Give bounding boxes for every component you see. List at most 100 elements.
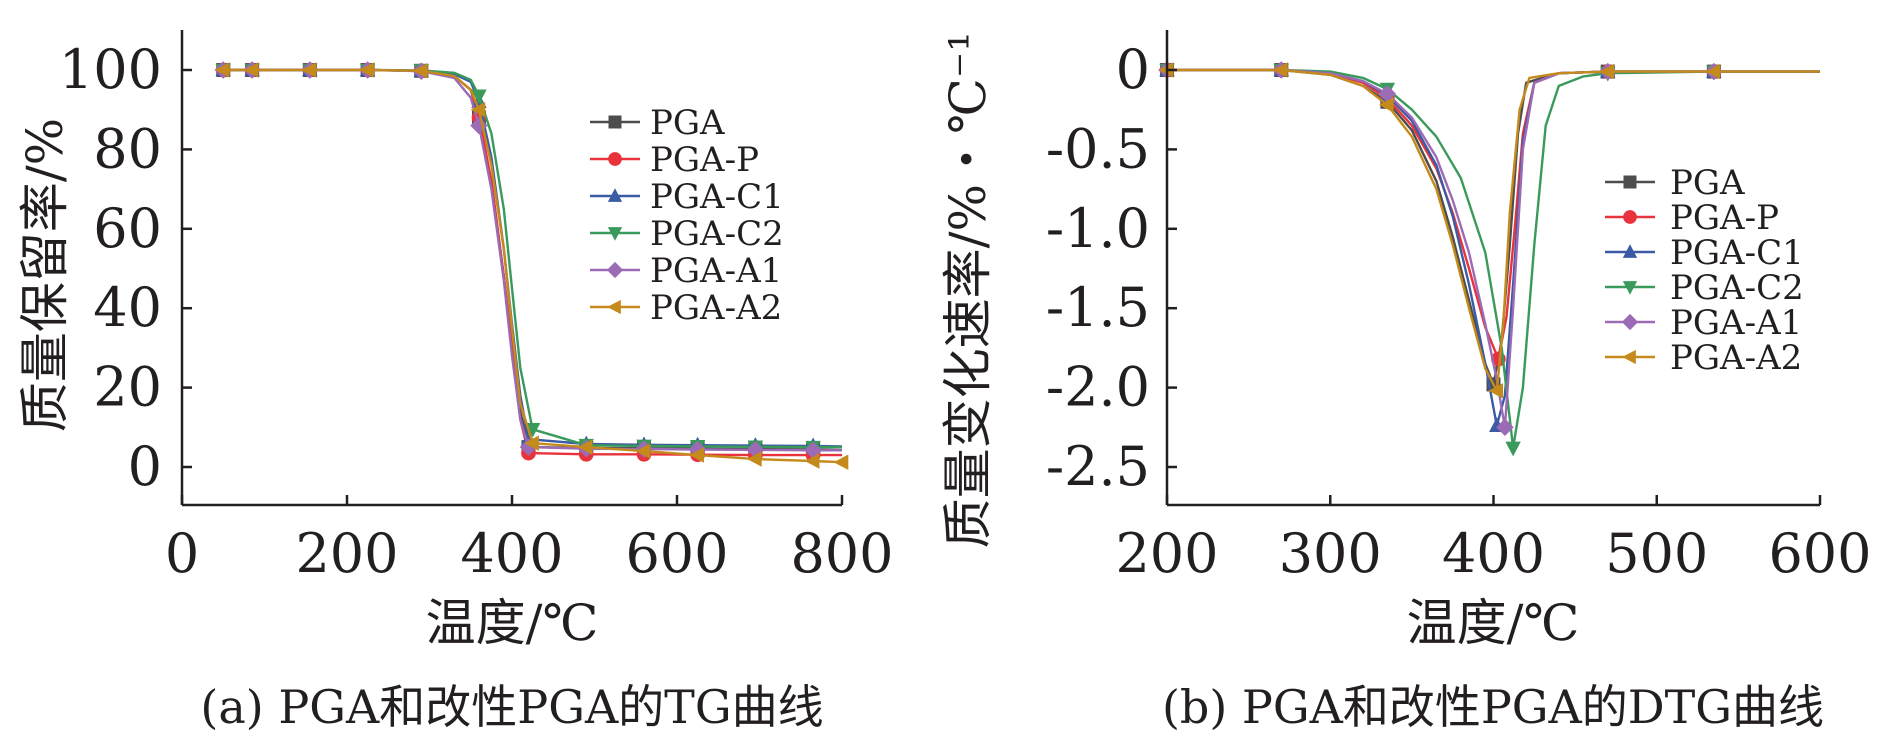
legend-marker [607,299,621,315]
x-tick-label: 200 [1115,522,1218,585]
legend-item: PGA-P [1605,198,1779,238]
legend-marker [606,261,624,279]
data-point [635,443,651,459]
data-point [470,102,486,118]
legend-marker [1622,281,1638,295]
x-tick-label: 0 [165,522,199,585]
data-point [1496,418,1514,437]
legend-item: PGA-A1 [590,251,782,291]
legend-marker [1623,175,1637,189]
legend-label: PGA-C1 [1670,233,1804,273]
data-point [746,451,762,467]
legend-label: PGA-P [650,140,759,180]
legend-item: PGA-C2 [1605,268,1804,308]
x-tick-label: 500 [1605,522,1708,585]
data-point [1378,85,1397,103]
dtg-x-ticks: 200 300 400 500 600 [1115,495,1872,585]
x-tick-label: 200 [295,522,398,585]
legend-marker [607,188,623,202]
legend-marker [1622,244,1638,258]
tg-y-ticks: 0 20 40 60 80 100 [59,38,192,498]
series-pga-a2 [214,62,849,470]
data-point [1488,383,1504,399]
x-tick-label: 800 [790,522,893,585]
data-point [804,453,820,469]
legend-item: PGA-C2 [590,214,784,254]
y-tick-label: -2.5 [1046,435,1150,498]
data-point [1272,62,1288,78]
legend-marker [1622,349,1636,365]
tg-plot-area [214,61,849,470]
data-point [689,447,704,463]
legend-item: PGA [1605,163,1745,203]
x-tick-label: 600 [1768,522,1871,585]
legend-item: PGA-A2 [1605,338,1802,378]
tg-y-axis-label: 质量保留率/% [16,118,74,432]
data-point [524,422,541,438]
legend-label: PGA-C2 [1670,268,1804,308]
dtg-x-axis-label: 温度/℃ [1407,594,1580,652]
dtg-y-ticks: 0 -0.5 -1.0 -1.5 -2.0 -2.5 [1046,38,1177,498]
legend-marker [1623,210,1637,224]
y-tick-label: -1.0 [1046,197,1150,260]
y-tick-label: 0 [1116,38,1150,101]
dtg-y-axis-label: 质量变化速率/%・℃⁻¹ [939,32,997,549]
legend-label: PGA-C2 [650,214,784,254]
legend-label: PGA-A1 [1670,303,1802,343]
y-tick-label: -2.0 [1046,356,1150,419]
x-tick-label: 300 [1279,522,1382,585]
y-tick-label: 40 [93,276,162,339]
panel-dtg-chart: 200 300 400 500 600 0 -0.5 -1.0 -1.5 -2.0 -2.5 PG… [939,30,1872,734]
legend-item: PGA-A2 [590,288,782,328]
legend-item: PGA-C1 [590,177,784,217]
y-tick-label: -0.5 [1046,117,1150,180]
data-point [359,62,374,78]
data-point [1378,97,1394,113]
data-point [577,439,593,455]
x-tick-label: 400 [1442,522,1545,585]
data-point [412,63,428,79]
x-tick-label: 400 [460,522,563,585]
x-tick-label: 600 [625,522,728,585]
data-point [301,62,317,78]
y-tick-label: 0 [128,435,162,498]
legend-marker [1621,313,1639,331]
data-point [1705,63,1721,80]
legend-marker [608,152,622,166]
y-tick-label: 80 [93,117,162,180]
tg-x-axis-label: 温度/℃ [426,594,599,652]
data-point [833,454,849,470]
series-line [1167,68,1820,392]
data-point [243,62,259,78]
legend-item: PGA-C1 [1605,233,1804,273]
legend-label: PGA [1670,163,1745,203]
y-tick-label: 100 [59,38,162,101]
data-point [214,62,230,78]
data-point [1599,63,1615,80]
legend-marker [607,227,623,241]
legend-item: PGA-P [590,140,759,180]
legend-marker [608,115,622,129]
tg-caption: (a) PGA和改性PGA的TG曲线 [200,680,823,734]
data-point [1505,441,1521,457]
legend-label: PGA-A2 [1670,338,1802,378]
dtg-plot-area [1158,61,1820,457]
legend-item: PGA-A1 [1605,303,1802,343]
data-point [524,435,539,451]
y-tick-label: 60 [93,197,162,260]
tg-x-ticks: 0 200 400 600 800 [165,495,894,585]
legend-label: PGA-A1 [650,251,782,291]
dtg-caption: (b) PGA和改性PGA的DTG曲线 [1162,680,1824,734]
legend-label: PGA-P [1670,198,1779,238]
data-point [471,89,487,105]
y-tick-label: -1.5 [1046,276,1150,339]
legend-label: PGA-C1 [650,177,784,217]
legend-item: PGA [590,103,725,143]
legend-label: PGA-A2 [650,288,782,328]
legend-label: PGA [650,103,725,143]
y-tick-label: 20 [93,356,162,419]
